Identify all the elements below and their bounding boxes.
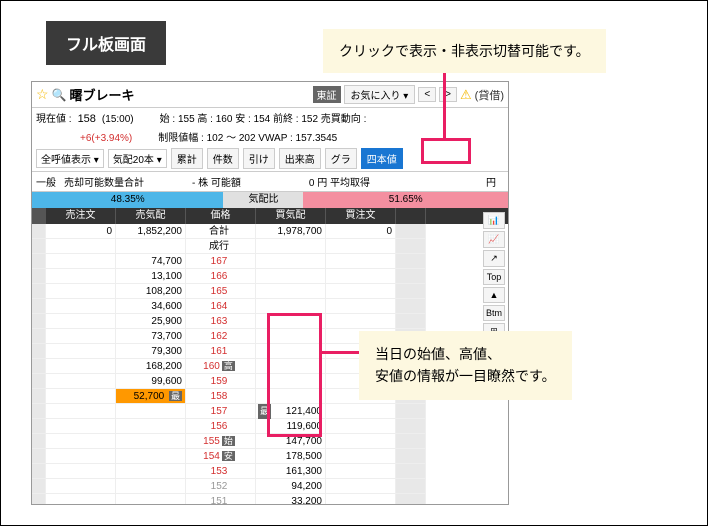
volume-button[interactable]: 出来高 <box>279 148 321 169</box>
sell-ratio: 48.35% <box>32 192 223 208</box>
table-row[interactable]: 01,852,200合計1,978,7000 <box>32 224 508 239</box>
col-sell-quote: 売気配 <box>116 208 186 224</box>
limit-text: 制限値幅 : 102 〜 202 VWAP : 157.3545 <box>158 129 337 144</box>
chart-icon[interactable]: 📊 <box>483 212 505 229</box>
stock-name: 曙ブレーキ <box>70 85 135 104</box>
table-row[interactable]: 74,700167 <box>32 254 508 269</box>
callout-top: クリックで表示・非表示切替可能です。 <box>323 29 606 73</box>
ohlc-button[interactable]: 四本値 <box>361 148 403 169</box>
callout-bottom: 当日の始値、高値、 安値の情報が一目瞭然です。 <box>359 331 572 400</box>
table-row[interactable]: 153161,300 <box>32 464 508 479</box>
favorite-dropdown[interactable]: お気に入り ▾ <box>344 85 416 104</box>
line-icon[interactable]: 📈 <box>483 231 505 248</box>
search-icon[interactable]: 🔍 <box>52 88 67 102</box>
table-row[interactable]: 34,600164 <box>32 299 508 314</box>
table-row[interactable]: 108,200165 <box>32 284 508 299</box>
col-buy-quote: 買気配 <box>256 208 326 224</box>
ratio-bar: 48.35% 気配比 51.65% <box>32 192 508 208</box>
col-price: 価格 <box>186 208 256 224</box>
price-row: 現在値 : 158 (15:00) 始 : 155 高 : 160 安 : 15… <box>32 108 508 127</box>
table-row[interactable]: 13,100166 <box>32 269 508 284</box>
amount-text: 0 円 平均取得 <box>309 174 370 189</box>
shares-text: - 株 可能額 <box>192 174 241 189</box>
table-row[interactable]: 154安178,500 <box>32 449 508 464</box>
col-sell-order: 売注文 <box>46 208 116 224</box>
price-label: 現在値 : <box>36 110 72 125</box>
star-icon[interactable]: ☆ <box>36 86 49 103</box>
ohlc-text: 始 : 155 高 : 160 安 : 154 前終 : 152 売買動向 : <box>160 110 367 125</box>
col-buy-order: 買注文 <box>326 208 396 224</box>
panel-header: ☆ 🔍 曙ブレーキ 東証 お気に入り ▾ < > ⚠ (貸借) <box>32 82 508 108</box>
price-change: +6(+3.94%) <box>80 133 132 144</box>
up-button[interactable]: ▲ <box>483 287 505 303</box>
expand-icon[interactable]: ↗ <box>483 250 505 267</box>
current-price: 158 <box>78 113 96 125</box>
table-row[interactable]: 15294,200 <box>32 479 508 494</box>
page-title: フル板画面 <box>46 21 166 65</box>
price-time: (15:00) <box>102 114 134 125</box>
ratio-label: 気配比 <box>223 192 303 208</box>
cumulative-button[interactable]: 累計 <box>171 148 203 169</box>
display-dropdown[interactable]: 全呼値表示 ▾ <box>36 149 104 168</box>
warning-icon[interactable]: ⚠ <box>460 87 472 103</box>
account-type: 一般 <box>36 174 56 189</box>
next-button[interactable]: > <box>439 87 457 102</box>
sellable-label: 売却可能数量合計 <box>64 174 144 189</box>
table-header: 売注文 売気配 価格 買気配 買注文 <box>32 208 508 224</box>
callout-bottom-l1: 当日の始値、高値、 <box>375 343 556 365</box>
count-button[interactable]: 件数 <box>207 148 239 169</box>
buy-ratio: 51.65% <box>303 192 508 208</box>
close-button[interactable]: 引け <box>243 148 275 169</box>
top-button[interactable]: Top <box>483 269 505 285</box>
highlight-line-2 <box>319 351 359 354</box>
highlight-line-1 <box>443 71 446 139</box>
table-row[interactable]: 成行 <box>32 239 508 254</box>
highlight-box-marks <box>267 313 322 437</box>
highlight-box-button <box>421 138 471 164</box>
prev-button[interactable]: < <box>418 87 436 102</box>
table-row[interactable]: 15133,200 <box>32 494 508 505</box>
bottom-button[interactable]: Btm <box>483 305 505 321</box>
yen-label: 円 <box>486 174 496 189</box>
account-row: 一般 売却可能数量合計 - 株 可能額 0 円 平均取得 円 <box>32 172 508 192</box>
bars-dropdown[interactable]: 気配20本 ▾ <box>108 149 167 168</box>
callout-bottom-l2: 安値の情報が一目瞭然です。 <box>375 365 556 387</box>
graph-button[interactable]: グラ <box>325 148 357 169</box>
lending-label: (貸借) <box>475 87 504 103</box>
market-badge: 東証 <box>313 86 341 103</box>
